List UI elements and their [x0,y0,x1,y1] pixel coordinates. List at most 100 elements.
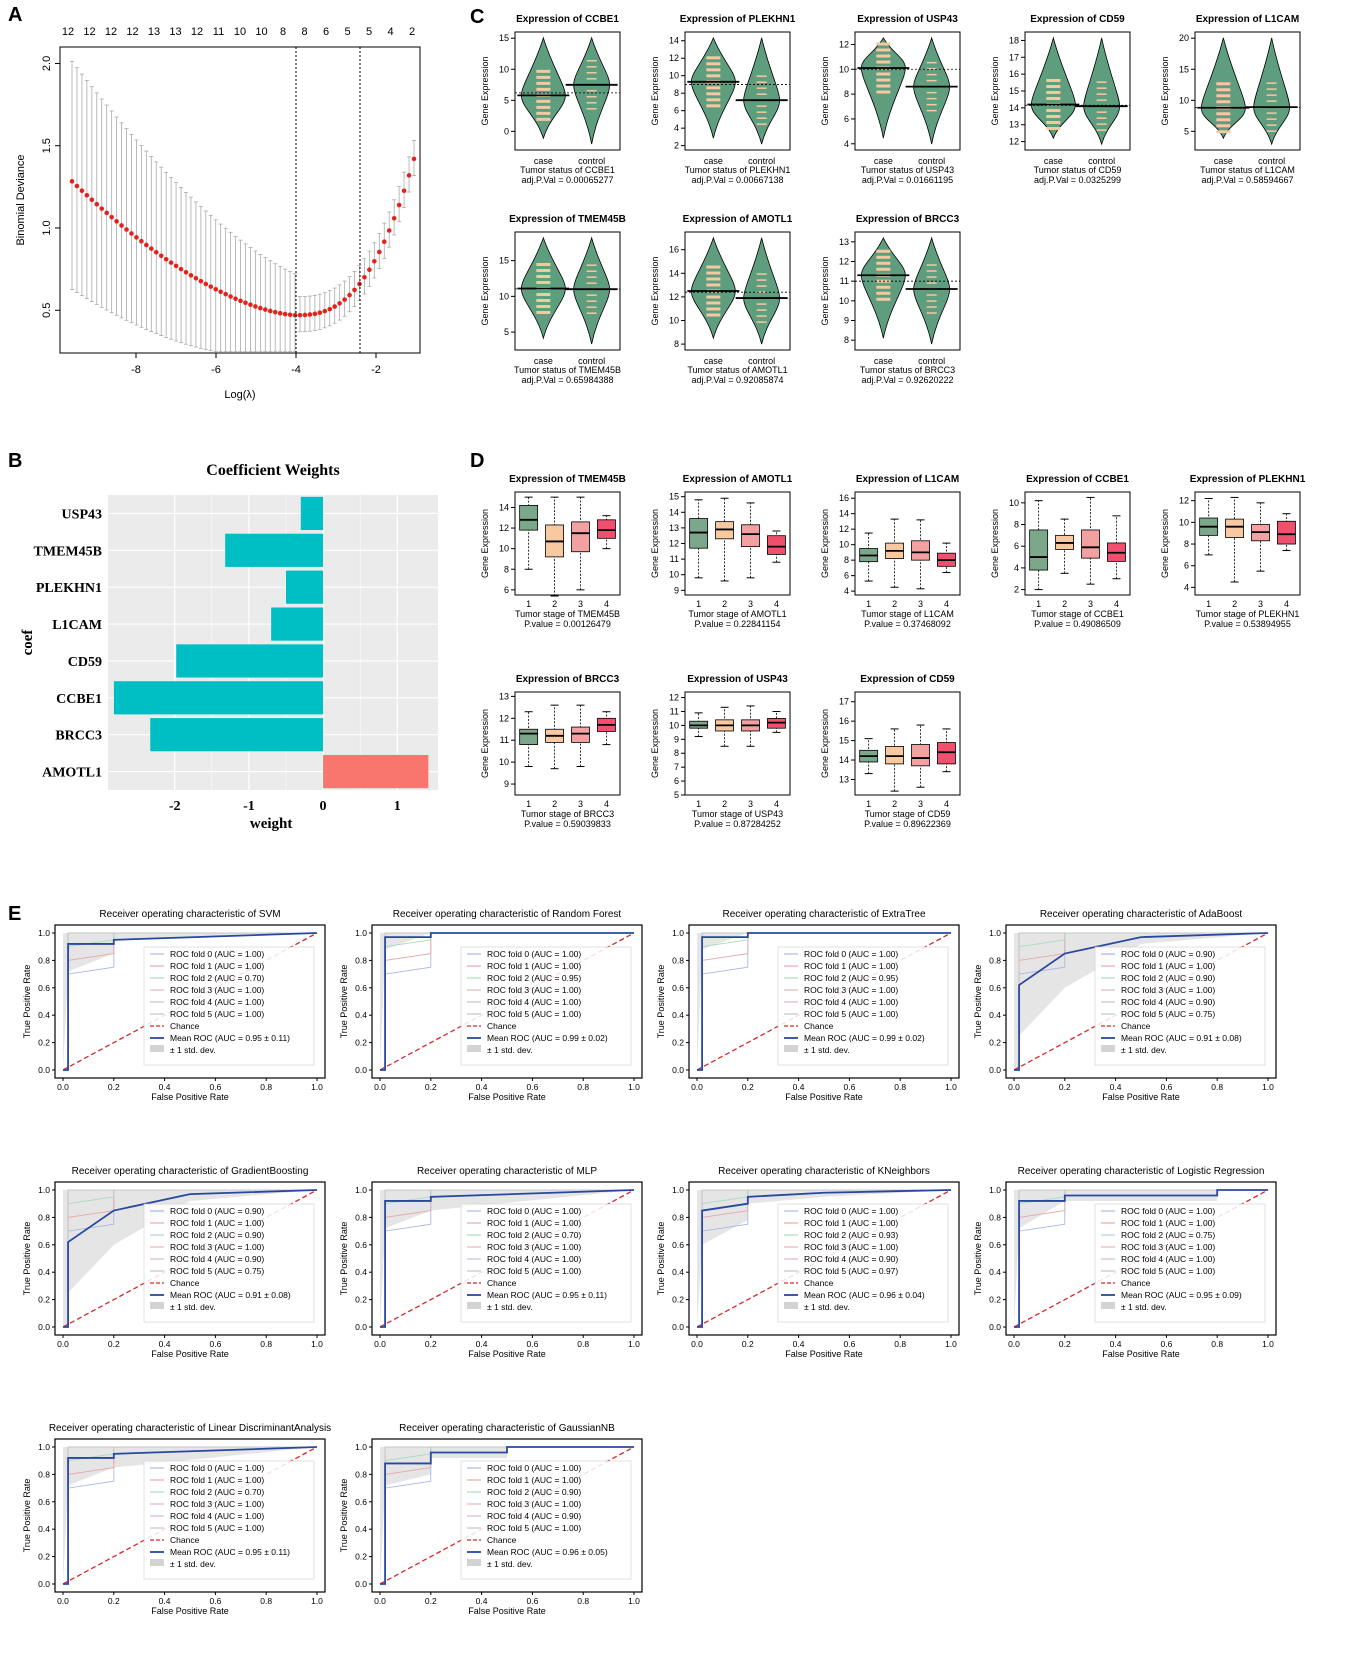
x-axis-label: False Positive Rate [785,1349,863,1359]
deviance-point [74,183,80,189]
x-tick-label: 4 [1284,599,1289,609]
legend-label: ROC fold 3 (AUC = 1.00) [170,985,264,995]
y-tick-label: 0.4 [989,1267,1001,1277]
p-value-label: P.value = 0.53894955 [1204,619,1291,629]
plot-frame [514,231,621,351]
y-tick-label: 10 [839,540,849,550]
x-axis-label: False Positive Rate [151,1092,229,1102]
y-tick-label: 0.2 [355,1295,367,1305]
violin-plot: Expression of AMOTL1 8 10 12 14 16 case control… [650,214,793,385]
box [911,540,930,561]
y-axis-label: True Positive Rate [973,1222,983,1296]
plot-title: Receiver operating characteristic of Ran… [393,909,622,920]
y-tick-label: 0.8 [672,955,684,965]
deviance-point [327,306,333,312]
legend-swatch [150,1302,164,1309]
p-value-label: adj.P.Val = 0.58594667 [1202,175,1294,185]
y-tick-label: 12 [839,257,849,267]
x-tick-label: 0.8 [577,1596,589,1606]
deviance-point [307,312,313,317]
deviance-point [188,273,194,278]
box [741,524,760,548]
x-axis-label: Tumor status of AMOTL1 [687,365,787,375]
box [597,519,616,539]
x-axis-label: Tumor status of TMEM45B [514,365,621,375]
deviance-point [277,310,283,316]
legend-label: Mean ROC (AUC = 0.99 ± 0.02) [487,1033,608,1043]
x-tick-label: control [918,356,945,366]
std-band [697,1190,951,1327]
coef-bar [323,754,429,789]
x-axis-label: weight [250,816,293,832]
y-tick-label: 0.6 [672,1240,684,1250]
x-tick-label: 1 [394,799,401,814]
legend-label: ROC fold 4 (AUC = 1.00) [1121,1254,1215,1264]
deviance-point [168,260,174,265]
x-axis-label: Tumor status of PLEKHN1 [685,165,791,175]
panel-label-c: C [470,6,485,28]
x-tick-label: 0.4 [159,1596,171,1606]
y-tick-label: 1.5 [41,138,53,153]
x-tick-label: 0.0 [57,1596,69,1606]
y-axis-label: Gene Expression [480,509,490,578]
coefficient-weights-chart: USP43 TMEM45B PLEKHN1 L1CAM CD59 CCBE1 BRCC3 AM… [20,462,438,832]
legend-label: ROC fold 0 (AUC = 1.00) [804,1206,898,1216]
y-tick-label: 1.0 [355,1442,367,1452]
deviance-point [322,308,328,314]
plot-title: Receiver operating characteristic of Log… [1018,1166,1265,1177]
x-tick-label: 3 [578,599,583,609]
std-band [380,1190,634,1327]
plot-frame [54,1438,326,1593]
coef-bar [285,570,324,604]
plot-frame [1005,1181,1277,1336]
y-tick-label: 5 [674,790,679,800]
x-tick-label: 0.4 [793,1339,805,1349]
y-tick-label: 13 [839,237,849,247]
top-count-label: 10 [234,26,246,38]
legend-label: ± 1 std. dev. [487,1302,533,1312]
deviance-point [109,214,114,220]
plot-frame [514,691,621,796]
legend-label: Chance [804,1021,834,1031]
legend-label: ROC fold 5 (AUC = 0.97) [804,1266,898,1276]
y-tick-label: 12 [839,39,849,49]
legend-label: ROC fold 1 (AUC = 1.00) [1121,961,1215,971]
x-tick-label: 1 [696,599,701,609]
legend-label: ROC fold 0 (AUC = 1.00) [170,949,264,959]
y-tick-label: 0.8 [355,955,367,965]
violin-shape [573,236,611,345]
legend-label: ROC fold 5 (AUC = 1.00) [170,1009,264,1019]
deviance-point [114,219,119,224]
legend-label: ROC fold 3 (AUC = 1.00) [1121,985,1215,995]
y-tick-label: 16 [839,493,849,503]
legend-label: ROC fold 1 (AUC = 1.00) [1121,1218,1215,1228]
violin-shape [860,37,906,139]
legend-label: ROC fold 3 (AUC = 1.00) [170,1499,264,1509]
legend-label: Chance [1121,1278,1151,1288]
deviance-point [391,215,397,221]
y-tick-label: 8 [674,339,679,349]
top-count-label: 12 [105,26,117,38]
plot-frame [1194,491,1301,596]
legend-label: ROC fold 1 (AUC = 1.00) [487,1218,581,1228]
box [1081,529,1100,559]
mean-roc-curve [697,1189,952,1328]
x-tick-label: -8 [131,364,141,376]
legend-swatch [1101,1045,1115,1052]
y-tick-label: 1.0 [989,1185,1001,1195]
x-tick-label: 0.2 [742,1339,754,1349]
y-tick-label: 0.6 [38,1240,50,1250]
y-axis-label: True Positive Rate [656,1222,666,1296]
deviance-point [386,228,392,233]
violin-plot: Expression of L1CAM 5 10 15 20 case controlTum… [1160,14,1301,185]
x-axis-label: Tumor status of USP43 [861,165,954,175]
x-tick-label: 3 [918,599,923,609]
chart-title: Coefficient Weights [206,462,339,479]
y-tick-label: 10 [499,291,509,301]
box [911,744,930,767]
x-tick-label: 1.0 [628,1596,640,1606]
y-tick-label: 13 [669,523,679,533]
violin-plot: Expression of CD59 12 13 14 15 16 17 18 case cont… [990,14,1131,185]
legend-label: Chance [487,1535,517,1545]
